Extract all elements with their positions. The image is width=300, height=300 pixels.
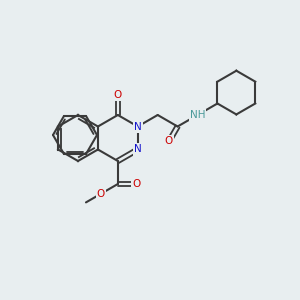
Text: N: N xyxy=(134,122,142,131)
Text: O: O xyxy=(97,189,105,199)
Text: O: O xyxy=(114,90,122,100)
Text: O: O xyxy=(165,136,173,146)
Text: NH: NH xyxy=(190,110,205,120)
Text: N: N xyxy=(134,145,142,154)
Text: O: O xyxy=(132,179,140,189)
